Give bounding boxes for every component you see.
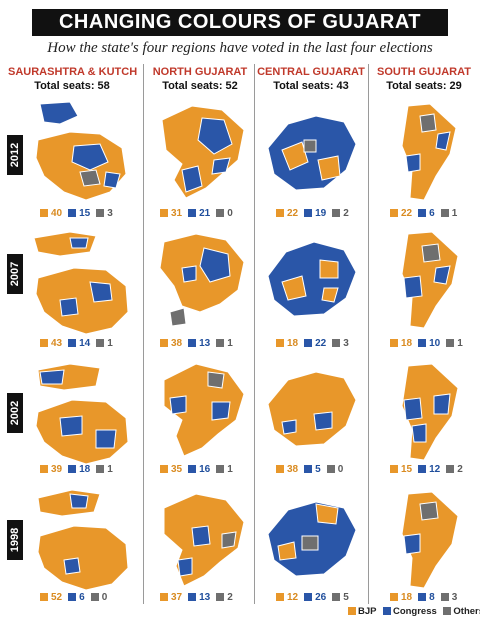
map-central-2002: [267, 371, 357, 447]
region-seats-south: Total seats: 29: [386, 80, 462, 92]
page-subtitle: How the state's four regions have voted …: [47, 40, 433, 56]
map-central-2007: [267, 241, 357, 317]
counts-south-2012: 22 6 1: [390, 208, 463, 220]
region-seats-north: Total seats: 52: [162, 80, 238, 92]
map-central-1998: [267, 501, 357, 577]
region-header-saurashtra: SAURASHTRA & KUTCH: [8, 66, 138, 78]
region-header-south: SOUTH GUJARAT: [377, 66, 471, 78]
counts-south-2007: 18 10 1: [390, 338, 469, 350]
map-saurashtra-2012: [35, 101, 127, 201]
year-label-2002: 2002: [7, 393, 23, 433]
legend-bjp-swatch: [348, 607, 356, 615]
counts-central-2007: 18 22 3: [276, 338, 355, 350]
region-seats-saurashtra: Total seats: 58: [34, 80, 110, 92]
counts-central-2002: 38 5 0: [276, 464, 349, 476]
map-north-2012: [161, 105, 245, 199]
counts-north-2012: 31 21 0: [160, 208, 239, 220]
year-label-1998: 1998: [7, 520, 23, 560]
counts-saurashtra-2002: 39 18 1: [40, 464, 119, 476]
page-title: CHANGING COLOURS OF GUJARAT: [32, 9, 448, 36]
map-south-2007: [401, 231, 459, 329]
counts-south-1998: 18 8 3: [390, 592, 463, 604]
year-label-2012: 2012: [7, 135, 23, 175]
region-header-north: NORTH GUJARAT: [152, 66, 248, 78]
column-divider: [368, 64, 369, 604]
legend-congress-swatch: [382, 607, 391, 615]
counts-north-1998: 37 13 2: [160, 592, 239, 604]
map-saurashtra-2002: [35, 363, 129, 465]
legend-congress-label: Congress: [392, 606, 437, 617]
map-north-1998: [163, 493, 245, 587]
column-divider: [143, 64, 144, 604]
year-label-2007: 2007: [7, 254, 23, 294]
map-south-2012: [401, 103, 457, 201]
counts-north-2002: 35 16 1: [160, 464, 239, 476]
column-divider: [254, 64, 255, 604]
map-south-1998: [401, 491, 459, 589]
region-header-central: CENTRAL GUJARAT: [257, 66, 365, 78]
counts-north-2007: 38 13 1: [160, 338, 239, 350]
map-north-2007: [159, 233, 245, 327]
counts-saurashtra-1998: 52 6 0: [40, 592, 113, 604]
legend-bjp-label: BJP: [358, 606, 377, 617]
counts-central-1998: 12 26 5: [276, 592, 355, 604]
map-saurashtra-2007: [33, 231, 129, 335]
counts-central-2012: 22 19 2: [276, 208, 355, 220]
counts-saurashtra-2012: 40 15 3: [40, 208, 119, 220]
map-saurashtra-1998: [37, 489, 129, 590]
counts-saurashtra-2007: 43 14 1: [40, 338, 119, 350]
map-south-2002: [401, 363, 459, 461]
region-seats-central: Total seats: 43: [273, 80, 349, 92]
counts-south-2002: 15 12 2: [390, 464, 469, 476]
map-north-2002: [163, 363, 245, 457]
legend-others-swatch: [443, 607, 452, 615]
map-central-2012: [267, 115, 357, 191]
legend-others-label: Others: [453, 606, 480, 617]
map-legend: BJP Congress Others: [344, 606, 480, 617]
